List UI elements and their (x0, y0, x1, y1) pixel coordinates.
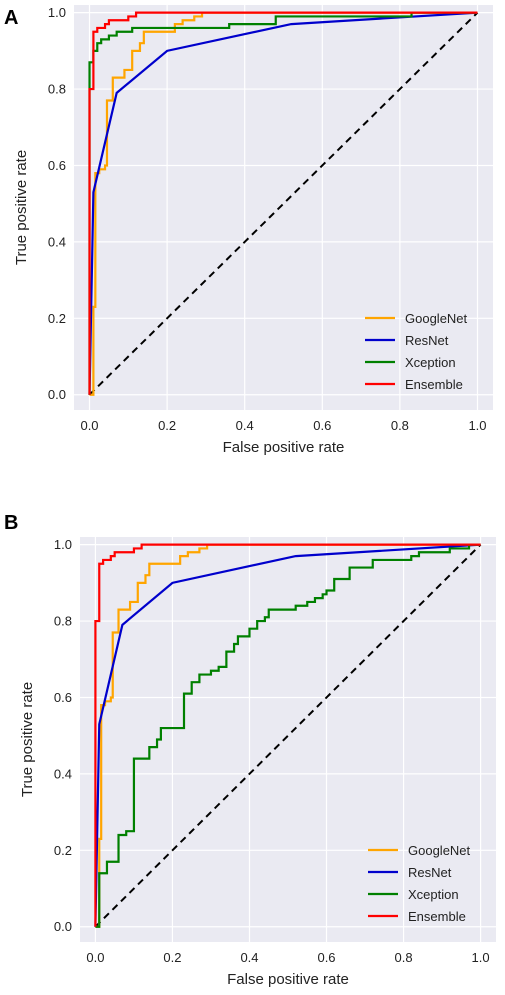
y-tick-label: 0.4 (48, 234, 66, 249)
y-axis-label: True positive rate (13, 150, 30, 265)
x-tick-label: 0.8 (395, 950, 413, 965)
panel-b: B 0.0 0.2 0.4 0.6 0.8 1.0 0.0 0.2 0.4 0.6 0.8 1.0 Fal… (4, 512, 496, 988)
chance-diagonal-line (94, 543, 482, 928)
legend-entry-googlenet: GoogleNet (408, 843, 471, 858)
x-axis-label: False positive rate (223, 439, 345, 456)
legend-entry-xception: Xception (408, 887, 459, 902)
x-tick-label: 0.0 (80, 418, 98, 433)
series-line-ensemble (94, 543, 481, 927)
legend-entry-xception: Xception (405, 355, 456, 370)
series-line-resnet (88, 11, 478, 395)
x-tick-label: 0.2 (158, 418, 176, 433)
series-line-xception (95, 543, 481, 928)
y-tick-label: 0.2 (48, 311, 66, 326)
panel-label: B (4, 512, 18, 534)
y-tick-label: 0.6 (48, 158, 66, 173)
x-tick-label: 0.2 (163, 950, 181, 965)
y-axis-label: True positive rate (19, 682, 36, 797)
x-tick-label: 0.4 (240, 950, 258, 965)
legend-entry-resnet: ResNet (405, 333, 449, 348)
legend-entry-ensemble: Ensemble (405, 377, 463, 392)
x-tick-label: 0.6 (317, 950, 335, 965)
y-tick-label: 0.6 (54, 690, 72, 705)
x-tick-label: 1.0 (468, 418, 486, 433)
y-tick-label: 0.0 (54, 919, 72, 934)
x-tick-label: 1.0 (472, 950, 490, 965)
x-tick-label: 0.8 (391, 418, 409, 433)
legend: GoogleNet ResNet Xception Ensemble (368, 843, 471, 924)
chance-diagonal-line (88, 11, 479, 396)
y-tick-label: 0.8 (48, 82, 66, 97)
series-line-resnet (94, 543, 481, 927)
legend-entry-resnet: ResNet (408, 865, 452, 880)
x-tick-label: 0.6 (313, 418, 331, 433)
panel-label: A (4, 7, 18, 29)
legend-entry-googlenet: GoogleNet (405, 311, 468, 326)
y-tick-label: 0.2 (54, 843, 72, 858)
x-tick-label: 0.4 (236, 418, 254, 433)
y-tick-label: 0.4 (54, 766, 72, 781)
y-tick-label: 1.0 (48, 5, 66, 20)
series-line-ensemble (88, 11, 478, 395)
y-tick-label: 0.0 (48, 387, 66, 402)
x-axis-label: False positive rate (227, 971, 349, 988)
panel-a: A 0.0 0.2 0.4 0.6 0.8 1.0 0.0 0.2 0.4 0.6 0.8 1.0 Fal… (4, 5, 493, 456)
y-tick-label: 0.8 (54, 614, 72, 629)
legend-entry-ensemble: Ensemble (408, 909, 466, 924)
grid (74, 5, 493, 410)
x-tick-label: 0.0 (86, 950, 104, 965)
series-line-xception (88, 11, 478, 395)
legend: GoogleNet ResNet Xception Ensemble (365, 311, 468, 392)
y-tick-label: 1.0 (54, 537, 72, 552)
